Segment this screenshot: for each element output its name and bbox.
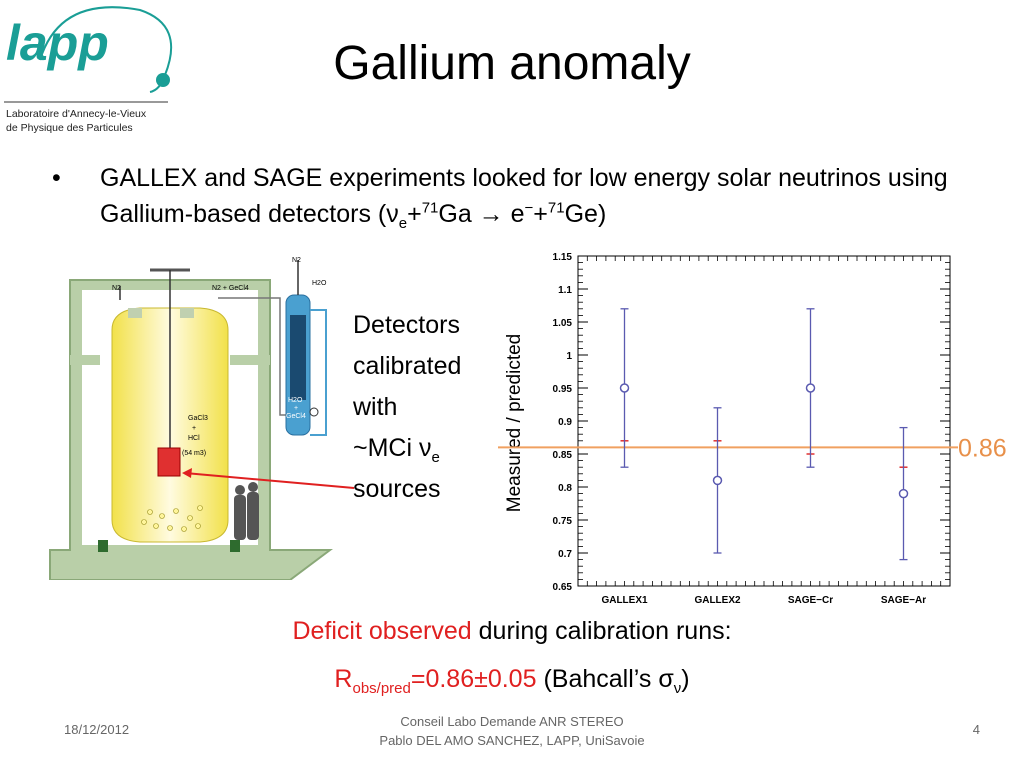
x-category-label: SAGE−Cr [788, 595, 833, 606]
data-point [712, 475, 723, 486]
y-tick-label: 0.9 [558, 417, 572, 428]
y-tick-label: 0.95 [553, 384, 573, 395]
label-hcl: HCl [188, 435, 200, 442]
slide-number: 4 [972, 722, 980, 737]
y-tick-label: 1.05 [553, 318, 573, 329]
gallium-detector-diagram: N2 H2O N2 N2 + GeCl4 GaCl3 + HCl (54 m3)… [49, 257, 355, 580]
label-gacl3: GaCl3 [188, 415, 208, 422]
y-tick-label: 0.65 [553, 582, 573, 593]
y-tick-label: 0.7 [558, 549, 572, 560]
plot-frame [577, 255, 951, 587]
label-n2-left: N2 [112, 285, 121, 292]
label-plus2: + [294, 405, 298, 412]
x-category-label: GALLEX1 [601, 595, 648, 606]
bullet-text: GALLEX and SAGE experiments looked for l… [100, 164, 948, 232]
label-plus1: + [192, 425, 196, 432]
y-tick-label: 1.1 [558, 285, 572, 296]
data-point [805, 383, 816, 393]
data-point [898, 488, 909, 499]
deficit-line: Deficit observed during calibration runs… [292, 617, 732, 645]
ratio-line: Robs/pred=0.86±0.05 (Bahcall’s σν) [334, 665, 690, 697]
detectors-calibrated-text: Detectors calibrated with ~MCi νe source… [353, 311, 462, 503]
label-h2o: H2O [312, 280, 327, 287]
measured-predicted-chart: Measured / predicted 0.65 0.7 0.75 0.8 0.85 0… [498, 252, 1007, 606]
footer-center: Conseil Labo Demande ANR STEREO Pablo DE… [379, 714, 645, 748]
y-tick-label: 0.85 [553, 450, 573, 461]
label-n2-top: N2 [292, 257, 301, 264]
y-axis-label: Measured / predicted [504, 334, 525, 513]
slide-title: Gallium anomaly [333, 37, 691, 90]
y-tick-label: 0.8 [558, 483, 572, 494]
x-category-label: SAGE−Ar [881, 595, 926, 606]
label-h2o-b: H2O [288, 397, 303, 404]
logo-wordmark: lapp [6, 15, 109, 71]
logo-line2: de Physique des Particules [6, 122, 133, 134]
deficit-highlight: Deficit observed [292, 617, 472, 645]
x-category-label: GALLEX2 [694, 595, 741, 606]
y-tick-label: 0.75 [553, 516, 573, 527]
y-tick-label: 1.15 [553, 252, 573, 263]
lapp-logo: lapp Laboratoire d'Annecy-le-Vieux de Ph… [4, 6, 173, 134]
label-gecl4: GeCl4 [286, 413, 306, 420]
logo-line1: Laboratoire d'Annecy-le-Vieux [6, 108, 147, 120]
footer-date: 18/12/2012 [64, 722, 130, 737]
data-point [619, 383, 630, 393]
label-n2-gecl4: N2 + GeCl4 [212, 285, 249, 292]
label-volume: (54 m3) [182, 450, 206, 457]
y-tick-label: 1 [566, 351, 572, 362]
reference-line-label: 0.86 [958, 434, 1007, 462]
bullet-dot: • [52, 164, 61, 192]
